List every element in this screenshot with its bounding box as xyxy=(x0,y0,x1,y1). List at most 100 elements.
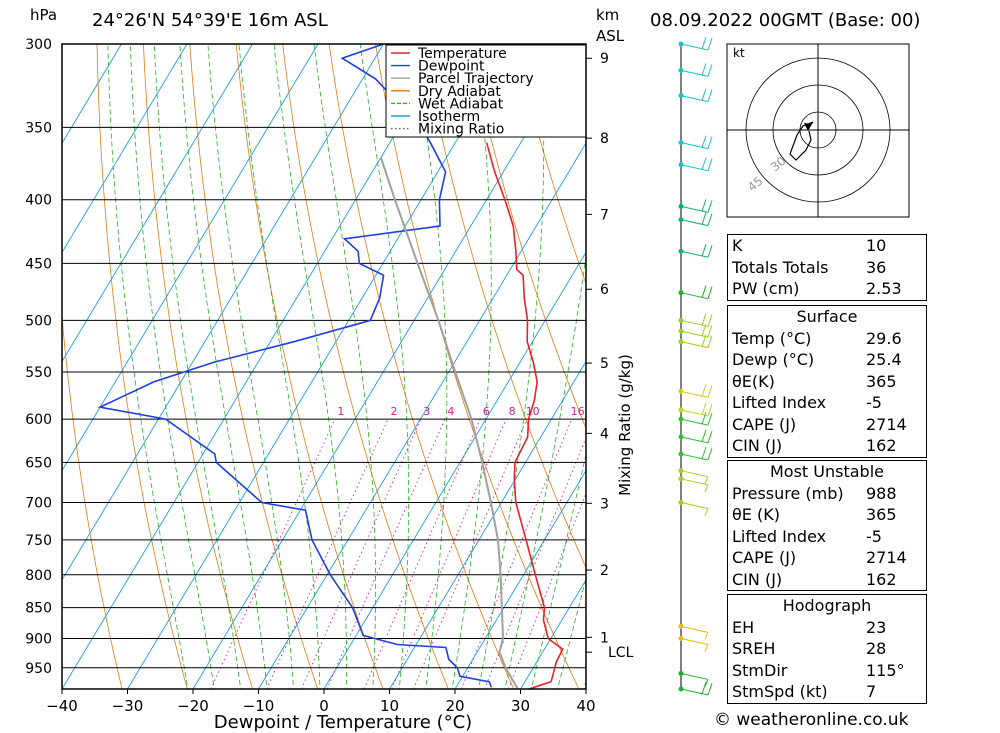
wind-barb-shaft xyxy=(680,478,709,486)
tt-label: Totals Totals xyxy=(732,257,829,277)
wind-barb xyxy=(680,625,709,640)
wind-barb-feather xyxy=(707,37,713,51)
isotherm-line xyxy=(62,44,188,254)
legend-label: Dewpoint xyxy=(418,59,485,75)
wet-adiabat-line xyxy=(179,44,268,689)
mu-li-value: -5 xyxy=(866,526,882,546)
wind-barb-feather xyxy=(707,385,713,398)
wind-barb xyxy=(680,334,713,349)
pressure-tick-label: 300 xyxy=(25,37,52,53)
sreh-label: SREH xyxy=(732,639,776,658)
wet-adiabat-line xyxy=(273,44,347,689)
km-tick-label: 1 xyxy=(600,630,609,646)
wind-barb-feather xyxy=(707,430,713,444)
wind-barb-feather xyxy=(701,88,707,101)
wind-barb xyxy=(680,313,713,327)
wind-barb-shaft xyxy=(680,205,709,213)
datetime-title: 08.09.2022 00GMT (Base: 00) xyxy=(650,10,921,31)
tt-value: 36 xyxy=(866,257,887,277)
wind-barb-shaft xyxy=(680,470,709,478)
wind-barb xyxy=(680,323,713,338)
dry-adiabat-line xyxy=(979,44,1000,689)
mu-thetae-label: θE (K) xyxy=(732,505,780,524)
legend-label: Wet Adiabat xyxy=(418,96,504,112)
wet-adiabat-line xyxy=(207,44,294,689)
wet-adiabat-line xyxy=(413,44,448,689)
wind-barb xyxy=(680,285,713,300)
eh-label: EH xyxy=(732,617,755,637)
wind-barb-feather xyxy=(707,213,713,226)
wind-barb-shaft xyxy=(680,418,709,426)
wind-barb-feather xyxy=(707,136,713,149)
surface-li-label: Lifted Index xyxy=(732,393,827,412)
wind-barb-feather xyxy=(707,200,713,213)
mu-pressure-label: Pressure (mb) xyxy=(732,483,844,503)
credit-link[interactable]: © weatheronline.co.uk xyxy=(714,710,909,730)
isotherm-line xyxy=(127,44,515,689)
k-label: K xyxy=(732,236,743,255)
wind-barb xyxy=(680,135,713,150)
surface-cape-value: 2714 xyxy=(866,414,907,434)
wet-adiabat-line xyxy=(478,44,545,689)
wind-barb-feather xyxy=(704,679,709,687)
wind-barb-feather xyxy=(701,63,707,76)
wind-barb xyxy=(680,384,713,398)
asl-unit-label: ASL xyxy=(596,27,625,45)
mu-li-label: Lifted Index xyxy=(732,526,827,546)
pressure-tick-label: 350 xyxy=(25,120,52,136)
pressure-tick-label: 450 xyxy=(25,256,52,272)
wet-adiabat-line xyxy=(130,44,215,689)
dry-adiabat-line xyxy=(467,44,586,430)
wind-barb-shaft xyxy=(680,638,709,646)
k-value: 10 xyxy=(866,236,887,255)
dry-adiabat-line xyxy=(62,312,123,689)
wind-barb-feather xyxy=(701,402,707,416)
x-tick-label: −40 xyxy=(46,697,78,715)
x-tick-label: −10 xyxy=(243,697,275,715)
x-tick-label: 10 xyxy=(380,697,399,715)
wet-adiabat-line xyxy=(153,44,242,689)
wind-barb-feather xyxy=(701,313,707,326)
wind-barb-shaft xyxy=(680,453,709,461)
surface-thetae-label: θE(K) xyxy=(732,371,775,391)
wind-barb-shaft xyxy=(680,292,709,300)
mixing-ratio-label: 8 xyxy=(509,405,516,418)
mu-cin-label: CIN (J) xyxy=(732,569,783,589)
mixing-ratio-line xyxy=(508,492,586,689)
wind-barb-feather xyxy=(707,314,713,327)
isotherm-line xyxy=(62,44,450,689)
pw-value: 2.53 xyxy=(866,279,902,298)
wind-barb xyxy=(680,36,713,51)
x-tick-label: 20 xyxy=(445,697,464,715)
surface-cin-value: 162 xyxy=(866,436,897,455)
mu-thetae-value: 365 xyxy=(866,505,897,524)
km-tick-label: 6 xyxy=(600,282,609,298)
pressure-tick-label: 550 xyxy=(25,365,52,381)
mixing-ratio-line xyxy=(363,418,481,689)
dry-adiabat-line xyxy=(235,44,384,689)
isotherm-line xyxy=(258,142,586,689)
isotherm-line xyxy=(389,360,586,689)
storm-motion-marker xyxy=(804,123,812,131)
mu-cape-label: CAPE (J) xyxy=(732,548,797,567)
wet-adiabat-line xyxy=(359,44,410,689)
wind-barb-feather xyxy=(701,199,707,212)
pressure-tick-label: 900 xyxy=(25,632,52,648)
surface-cin-label: CIN (J) xyxy=(732,436,783,455)
wind-barb-shaft xyxy=(680,319,709,327)
surface-table: Surface Temp (°C) 29.6 Dewp (°C) 25.4 θE(K… xyxy=(727,305,927,458)
x-tick-label: −20 xyxy=(177,697,209,715)
km-tick-label: 9 xyxy=(600,51,609,67)
wind-barb-feather xyxy=(701,429,707,443)
parcel-trajectory-profile xyxy=(379,157,519,689)
x-axis-title: Dewpoint / Temperature (°C) xyxy=(214,712,472,733)
wind-barb-feather xyxy=(707,335,713,348)
wind-barb xyxy=(680,478,709,493)
isotherm-line xyxy=(62,44,253,363)
wind-barb xyxy=(680,470,709,484)
wind-barb-shaft xyxy=(680,219,709,227)
wind-barb xyxy=(680,212,713,227)
pressure-unit-label: hPa xyxy=(30,6,58,24)
surface-li-value: -5 xyxy=(866,393,882,412)
